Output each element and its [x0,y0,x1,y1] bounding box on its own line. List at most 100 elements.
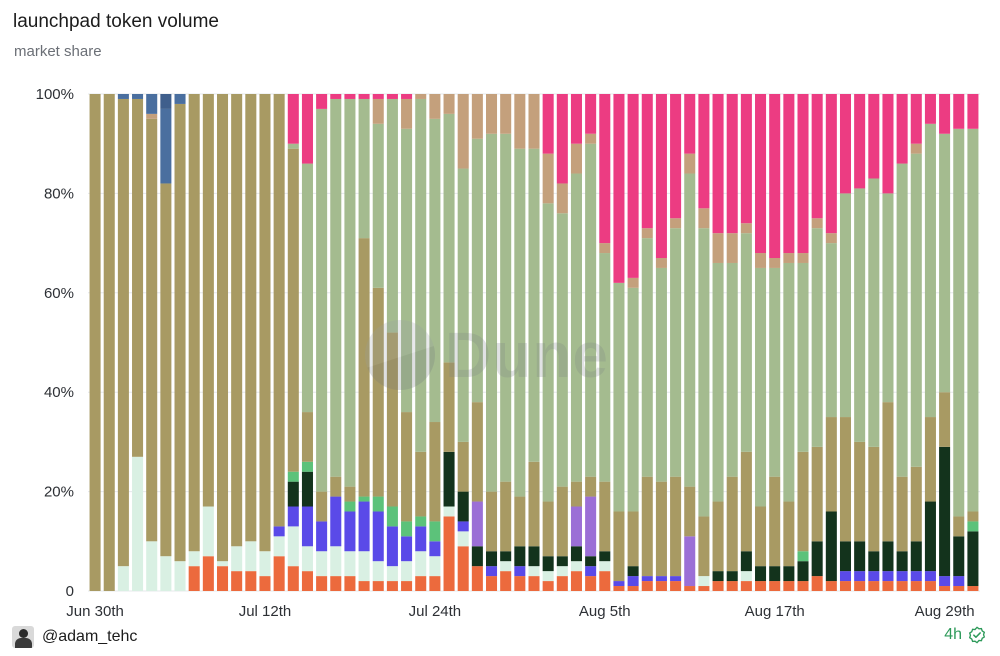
bar[interactable] [486,94,498,591]
bar[interactable] [755,94,767,591]
bar[interactable] [542,94,554,591]
bar[interactable] [415,94,427,591]
bar[interactable] [627,94,639,591]
bar[interactable] [457,94,469,591]
bar-segment-tan [585,133,597,144]
bar[interactable] [231,94,243,591]
bar[interactable] [839,94,852,591]
bar-segment-sage [344,98,356,487]
bar[interactable] [358,94,370,591]
bar-segment-pink [358,94,370,99]
x-tick-label: Jul 24th [409,603,462,620]
bar-segment-mint [301,546,313,572]
bar[interactable] [854,94,866,591]
bar[interactable] [188,94,200,591]
bar[interactable] [401,94,413,591]
bar[interactable] [825,94,837,591]
bar[interactable] [924,94,936,591]
bar[interactable] [174,94,186,591]
bar[interactable] [613,94,625,591]
bar-segment-orange [953,586,965,591]
bar-segment-pink [967,94,979,129]
bar[interactable] [372,94,384,591]
bar-segment-pink [712,94,724,234]
bar-segment-pink [613,94,625,283]
bar-segment-pink [670,94,682,219]
bar[interactable] [287,94,299,591]
bar[interactable] [259,94,271,591]
bar[interactable] [797,94,809,591]
bar[interactable] [556,94,568,591]
bar-segment-olive [372,287,384,497]
bar[interactable] [429,94,441,591]
bar-segment-mint [358,551,370,582]
bar-segment-orange [868,581,880,591]
bar-segment-olive [245,94,257,542]
bar[interactable] [528,94,540,591]
bar-segment-olive [514,496,526,547]
bar[interactable] [443,94,455,591]
bar-segment-steel [174,94,186,104]
bar-segment-mint [401,561,413,582]
bar[interactable] [330,94,342,591]
bar-segment-olive [953,516,965,537]
bar[interactable] [783,94,795,591]
bar-segment-pink [599,94,611,244]
bar[interactable] [868,94,880,591]
bar[interactable] [910,94,922,591]
bar[interactable] [500,94,512,591]
bar[interactable] [245,94,257,591]
bar[interactable] [939,94,951,591]
bar[interactable] [514,94,526,591]
bar[interactable] [316,94,328,591]
bar-segment-sage [684,173,696,487]
bar[interactable] [585,94,597,591]
bar[interactable] [386,94,398,591]
bar-segment-pink [386,94,398,99]
bar-segment-olive [330,476,342,497]
bar[interactable] [953,94,965,591]
bar[interactable] [641,94,653,591]
bar[interactable] [89,94,101,591]
bar-segment-tan [443,94,455,114]
refresh-status[interactable]: 4h [944,626,986,644]
bar[interactable] [160,94,172,591]
bar[interactable] [216,94,229,591]
bar[interactable] [117,94,129,591]
author[interactable]: @adam_tehc [12,626,137,648]
bar[interactable] [273,94,285,591]
bar[interactable] [811,94,823,591]
bar[interactable] [740,94,752,591]
bar-segment-mint [500,561,512,572]
bar-segment-olive [755,506,767,567]
bar[interactable] [670,94,682,591]
bar-segment-pink [839,94,852,194]
bar[interactable] [882,94,894,591]
bar-segment-dark_green [556,556,568,567]
bar-segment-blue_violet [627,576,639,587]
bar[interactable] [301,94,313,591]
bar-segment-mint [599,561,611,572]
bar[interactable] [967,94,979,591]
bar-segment-tan [599,243,611,254]
bar-segment-mint [132,456,144,591]
bar[interactable] [202,94,214,591]
bar[interactable] [712,94,724,591]
bar[interactable] [599,94,611,591]
bar[interactable] [684,94,696,591]
bar[interactable] [726,94,738,591]
bar-segment-sage [570,173,582,482]
bar[interactable] [769,94,781,591]
bar-segment-blue_violet [415,526,427,552]
bar[interactable] [698,94,710,591]
bar[interactable] [103,94,115,591]
bar[interactable] [132,94,144,591]
bar-segment-tan [712,233,724,263]
bar[interactable] [344,94,356,591]
bar-segment-green [358,496,370,502]
bar[interactable] [146,94,158,591]
bar[interactable] [471,94,483,591]
bar[interactable] [896,94,908,591]
bar[interactable] [655,94,667,591]
bar[interactable] [570,94,582,591]
